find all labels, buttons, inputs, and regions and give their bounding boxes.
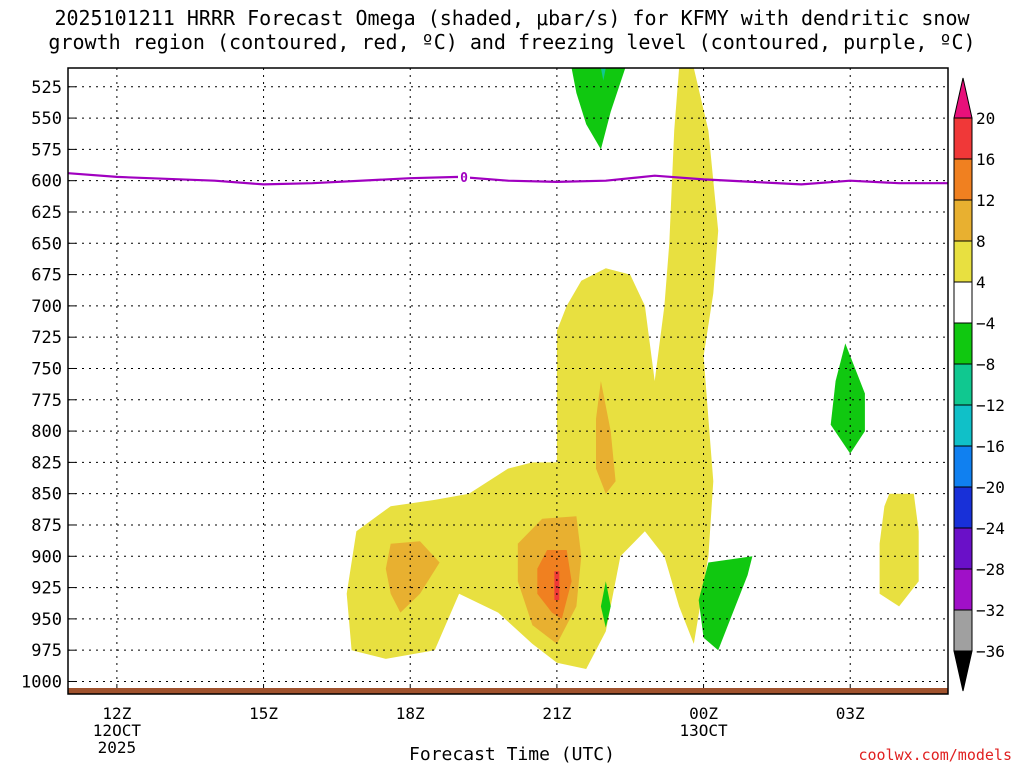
x-tick-label-18Z: 18Z xyxy=(396,704,425,723)
colorbar-swatch xyxy=(953,158,973,201)
colorbar-swatch xyxy=(953,486,973,529)
colorbar-swatch xyxy=(953,527,973,570)
colorbar-label-11: −28 xyxy=(976,560,1005,579)
colorbar-swatch xyxy=(953,281,973,324)
colorbar-swatch xyxy=(953,363,973,406)
y-tick-label-775: 775 xyxy=(31,391,62,411)
plot-frame xyxy=(67,67,949,695)
colorbar-swatch xyxy=(953,568,973,611)
x-tick-date-00Z: 13OCT xyxy=(679,721,728,740)
colorbar-label-12: −32 xyxy=(976,601,1005,620)
credit-link[interactable]: coolwx.com/models xyxy=(858,746,1012,764)
x-tick-label-21Z: 21Z xyxy=(542,704,571,723)
x-tick-year-12Z: 2025 xyxy=(98,738,137,757)
freezing-level-contour xyxy=(67,172,948,186)
omega-region-ascent-22z-streak xyxy=(596,381,616,494)
omega-region-ascent-18z-core xyxy=(385,541,440,613)
omega-region-ascent-low-right xyxy=(879,493,919,607)
surface-terrain-strip xyxy=(68,688,948,694)
colorbar-swatch xyxy=(953,322,973,365)
omega-region-descent-low-00z xyxy=(698,556,753,651)
omega-region-ascent-21z-peak xyxy=(554,571,560,601)
colorbar-swatch xyxy=(953,240,973,283)
colorbar-label-7: −12 xyxy=(976,396,1005,415)
freezing-level-label: 0 xyxy=(460,171,468,186)
colorbar-swatch xyxy=(953,445,973,488)
x-tick-date-12Z: 12OCT xyxy=(93,721,142,740)
y-tick-label-750: 750 xyxy=(31,359,62,379)
x-tick-label-00Z: 00Z xyxy=(689,704,718,723)
chart-title: 2025101211 HRRR Forecast Omega (shaded, … xyxy=(0,6,1024,54)
omega-region-descent-mid-03z xyxy=(830,343,865,454)
y-tick-label-975: 975 xyxy=(31,641,62,661)
x-axis-label: Forecast Time (UTC) xyxy=(409,744,615,765)
colorbar-label-0: 20 xyxy=(976,109,995,128)
y-tick-label-850: 850 xyxy=(31,485,62,505)
y-tick-label-625: 625 xyxy=(31,203,62,223)
y-tick-label-800: 800 xyxy=(31,422,62,442)
x-tick-label-12Z: 12Z xyxy=(102,704,131,723)
y-tick-label-900: 900 xyxy=(31,547,62,567)
y-tick-label-925: 925 xyxy=(31,579,62,599)
y-tick-label-675: 675 xyxy=(31,266,62,286)
y-tick-label-600: 600 xyxy=(31,172,62,192)
colorbar-bottom-arrow xyxy=(953,650,973,692)
colorbar-swatch xyxy=(953,404,973,447)
y-tick-label-650: 650 xyxy=(31,234,62,254)
y-tick-label-700: 700 xyxy=(31,297,62,317)
colorbar-label-13: −36 xyxy=(976,642,1005,661)
y-tick-label-950: 950 xyxy=(31,610,62,630)
colorbar-label-8: −16 xyxy=(976,437,1005,456)
colorbar-swatch xyxy=(953,117,973,160)
omega-region-descent-top xyxy=(571,68,626,150)
omega-region-descent-small-22z xyxy=(600,581,611,628)
y-tick-label-1000: 1000 xyxy=(21,672,62,692)
y-tick-label-550: 550 xyxy=(31,109,62,129)
y-tick-label-525: 525 xyxy=(31,78,62,98)
colorbar-label-10: −24 xyxy=(976,519,1005,538)
y-tick-label-575: 575 xyxy=(31,140,62,160)
colorbar-label-2: 12 xyxy=(976,191,995,210)
colorbar-top-arrow xyxy=(953,77,973,119)
colorbar-swatch xyxy=(953,609,973,652)
colorbar-label-5: −4 xyxy=(976,314,995,333)
colorbar-label-3: 8 xyxy=(976,232,986,251)
freezing-level-label-bg xyxy=(458,168,470,183)
x-tick-label-03Z: 03Z xyxy=(836,704,865,723)
colorbar-label-1: 16 xyxy=(976,150,995,169)
y-tick-label-875: 875 xyxy=(31,516,62,536)
colorbar-label-4: 4 xyxy=(976,273,986,292)
colorbar-label-9: −20 xyxy=(976,478,1005,497)
x-tick-label-15Z: 15Z xyxy=(249,704,278,723)
chart-title-line2: growth region (contoured, red, ºC) and f… xyxy=(48,30,976,54)
colorbar-label-6: −8 xyxy=(976,355,995,374)
y-tick-label-825: 825 xyxy=(31,453,62,473)
omega-region-ascent-upper-column xyxy=(346,68,719,669)
chart-title-line1: 2025101211 HRRR Forecast Omega (shaded, … xyxy=(54,6,970,30)
colorbar-swatch xyxy=(953,199,973,242)
omega-region-descent-top-core xyxy=(600,68,606,81)
y-tick-label-725: 725 xyxy=(31,328,62,348)
